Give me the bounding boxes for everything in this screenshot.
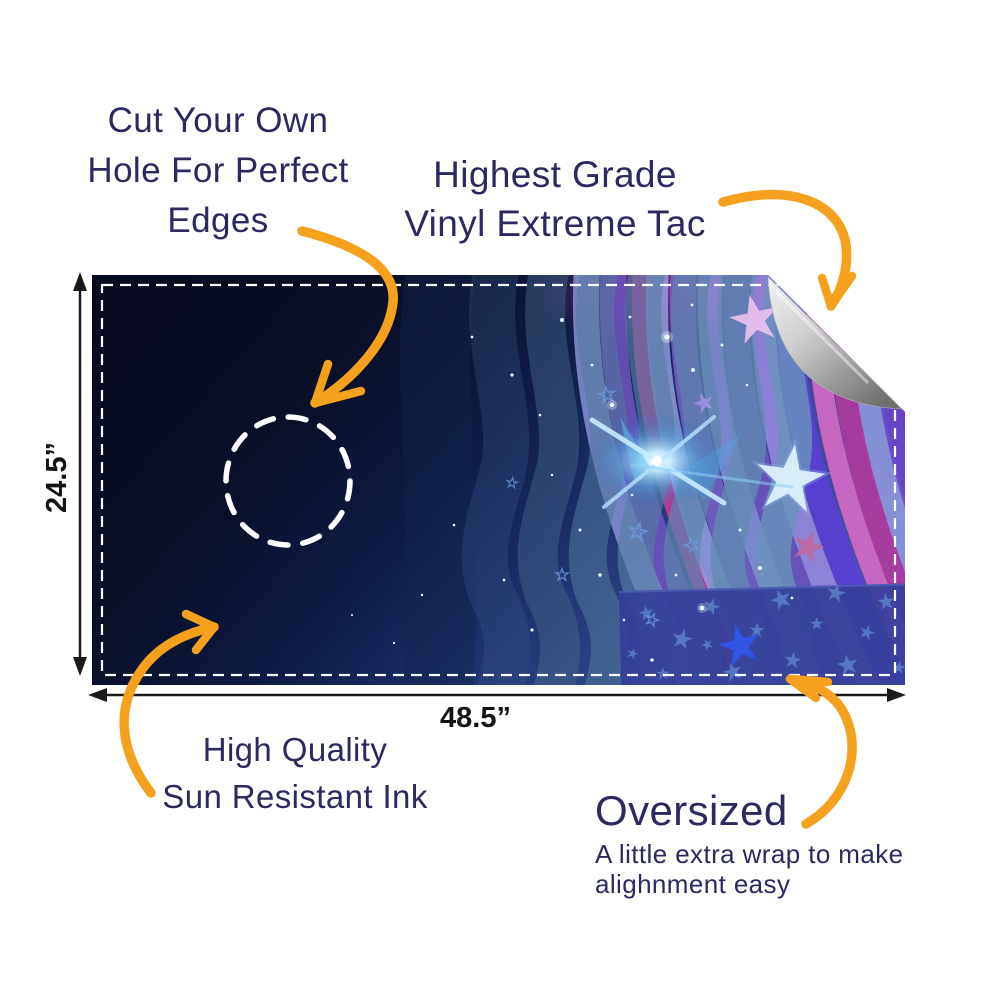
flag-design <box>92 275 905 685</box>
height-dimension <box>73 272 87 676</box>
page-curl-icon <box>767 276 903 410</box>
note-line: Cut Your Own <box>107 101 329 140</box>
note-cut-hole: Cut Your Own Hole For Perfect Edges <box>43 96 393 246</box>
note-vinyl-tac: Highest Grade Vinyl Extreme Tac <box>389 150 721 248</box>
note-line: Hole For Perfect <box>87 151 349 190</box>
vinyl-wrap-preview <box>92 275 905 685</box>
arrow-to-peel-icon <box>718 189 857 311</box>
dimension-arrow-down-icon <box>73 657 87 676</box>
dashed-hole-circle <box>223 414 353 548</box>
note-line: alighnment easy <box>595 869 791 899</box>
note-line: Edges <box>167 201 269 240</box>
width-dimension <box>88 688 906 702</box>
dimension-arrow-left-icon <box>88 688 107 702</box>
light-burst <box>585 413 794 509</box>
arrow-to-oversize-icon <box>785 674 857 829</box>
note-line: Sun Resistant Ink <box>162 778 428 815</box>
arrow-to-hole-icon <box>297 226 398 408</box>
note-sun-ink: High Quality Sun Resistant Ink <box>115 726 475 820</box>
note-line: Vinyl Extreme Tac <box>404 203 706 244</box>
trim-dashed-border <box>100 283 897 677</box>
oversized-title: Oversized <box>595 787 788 834</box>
sparkles <box>351 303 794 662</box>
note-oversized: Oversized A little extra wrap to make al… <box>595 787 925 900</box>
star-field-panel <box>618 581 905 685</box>
note-line: A little extra wrap to make <box>595 839 904 869</box>
note-line: High Quality <box>202 731 388 768</box>
dimension-arrow-right-icon <box>887 688 906 702</box>
height-label: 24.5” <box>41 442 73 513</box>
oversized-subtitle: A little extra wrap to make alighnment e… <box>595 839 925 899</box>
note-line: Highest Grade <box>433 154 677 195</box>
dimension-arrow-up-icon <box>73 272 87 291</box>
arrow-to-ink-icon <box>119 609 219 798</box>
width-label: 48.5” <box>440 702 511 734</box>
